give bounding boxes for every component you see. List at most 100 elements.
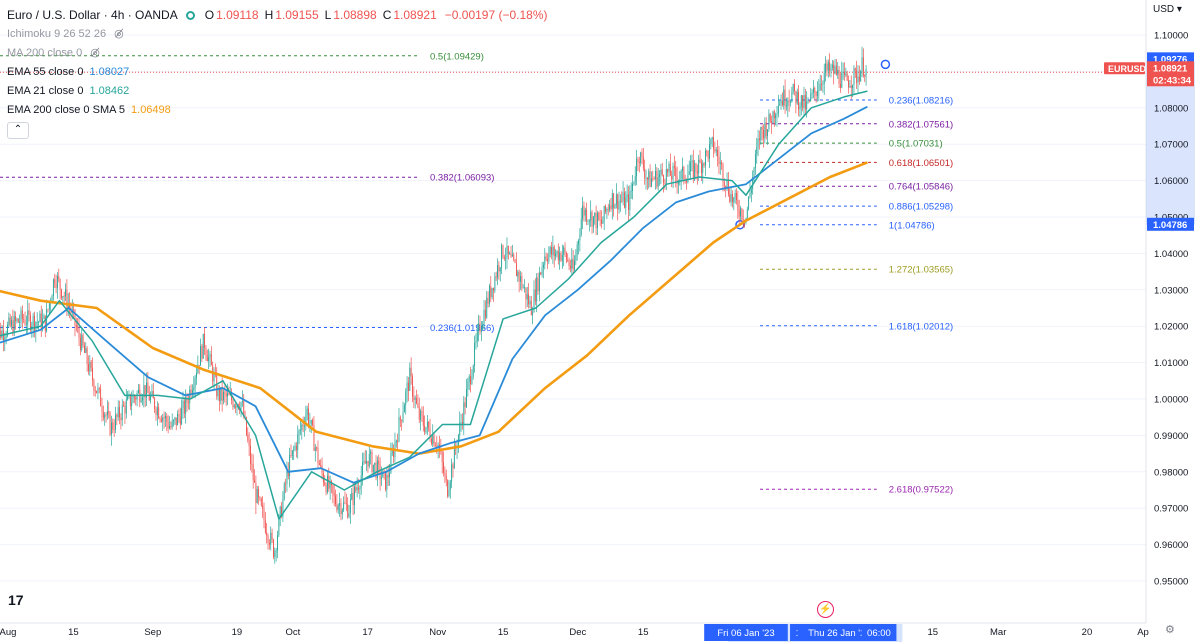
candle-body <box>771 121 773 124</box>
candle-body <box>584 209 586 216</box>
candle-body <box>364 461 366 464</box>
candle-body <box>524 287 525 289</box>
candle-body <box>193 387 195 391</box>
candle-body <box>792 83 794 92</box>
candle-body <box>854 68 856 71</box>
candle-body <box>748 196 750 210</box>
candle-body <box>574 260 575 270</box>
fib-level-label: 0.618(1.06501) <box>889 158 953 169</box>
candle-body <box>475 340 477 344</box>
candle-body <box>386 474 388 490</box>
low-price-tag: 1.04786 <box>1153 220 1187 231</box>
candle-body <box>313 425 315 451</box>
candle-body <box>267 535 269 543</box>
candle-body <box>202 333 204 359</box>
candle-body <box>551 247 552 255</box>
candle-body <box>605 206 606 212</box>
x-tick-label: Dec <box>569 627 586 638</box>
candle-body <box>655 170 656 180</box>
candle-body <box>295 445 297 451</box>
candle-body <box>476 330 478 341</box>
time-axis[interactable] <box>0 623 1195 643</box>
candle-body <box>132 395 134 403</box>
currency-label: USD <box>1153 4 1175 15</box>
candle-body <box>568 260 570 267</box>
candle-body <box>575 255 577 261</box>
candle-body <box>217 388 219 397</box>
candle-body <box>830 67 832 71</box>
candle-body <box>825 63 827 73</box>
candle-body <box>494 276 496 291</box>
candle-body <box>294 445 296 450</box>
currency-selector[interactable]: USD ▾ <box>1153 4 1182 15</box>
candle-body <box>858 76 860 82</box>
candle-body <box>387 474 389 478</box>
collapse-legend-button[interactable]: ⌃ <box>7 122 29 139</box>
candle-body <box>598 212 600 220</box>
ohlc-label: H <box>264 8 274 22</box>
candle-body <box>154 398 156 410</box>
candle-body <box>16 319 18 321</box>
ohlc-value: −0.00197 (−0.18%) <box>444 8 548 22</box>
candle-body <box>389 473 390 478</box>
candle-body <box>796 91 798 104</box>
candle-body <box>773 111 775 119</box>
candle-body <box>582 205 584 220</box>
fib-level-label: 1(1.04786) <box>889 220 935 231</box>
candle-body <box>664 182 666 184</box>
candle-body <box>101 406 103 412</box>
candle-body <box>467 381 469 390</box>
indicator-row[interactable]: Ichimoku 9 26 52 26 ◎̸ <box>7 25 554 44</box>
tradingview-logo-icon[interactable]: 17 <box>8 592 24 608</box>
candle-body <box>124 405 126 414</box>
candle-body <box>328 475 330 489</box>
candle-body <box>710 139 712 145</box>
candle-body <box>27 310 29 325</box>
candle-body <box>703 163 705 166</box>
eye-slash-icon[interactable]: ◎̸ <box>114 28 124 40</box>
candle-body <box>332 485 334 493</box>
candle-body <box>509 253 511 255</box>
fib-level-label: 0.236(1.01966) <box>430 323 494 334</box>
y-tick-label: 1.04000 <box>1154 249 1188 260</box>
candle-body <box>821 83 822 85</box>
candle-body <box>852 84 854 88</box>
candle-body <box>146 382 147 398</box>
candle-body <box>542 264 544 268</box>
candle-body <box>170 426 172 428</box>
indicator-name: EMA 21 close 0 <box>7 85 84 97</box>
candle-body <box>402 412 404 422</box>
candle-body <box>401 420 403 422</box>
candle-body <box>711 137 713 140</box>
eye-slash-icon[interactable]: ◎̸ <box>90 47 100 59</box>
candle-body <box>856 70 858 83</box>
fib-anchor-high[interactable] <box>880 59 891 70</box>
symbol-header[interactable]: Euro / U.S. Dollar · 4h · OANDA O 1.09118… <box>7 6 554 25</box>
candle-body <box>656 170 658 187</box>
candle-body <box>355 486 357 491</box>
candle-body <box>201 345 203 359</box>
candle-body <box>47 309 49 311</box>
indicator-row[interactable]: MA 200 close 0 ◎̸ <box>7 44 554 63</box>
candle-body <box>104 414 106 418</box>
candle-body <box>353 486 355 506</box>
candle-body <box>540 272 542 275</box>
candle-body <box>461 422 463 425</box>
candle-body <box>251 463 253 465</box>
candle-body <box>40 313 42 329</box>
candle-body <box>583 205 585 216</box>
candle-body <box>764 122 766 139</box>
candle-body <box>441 451 443 463</box>
candle-body <box>576 244 578 256</box>
indicator-row[interactable]: EMA 200 close 0 SMA 5 1.06498 <box>7 101 554 120</box>
candle-body <box>205 347 207 356</box>
gear-icon[interactable]: ⚙ <box>1165 624 1175 636</box>
indicator-row[interactable]: EMA 21 close 0 1.08462 <box>7 82 554 101</box>
lightning-icon[interactable]: ⚡ <box>817 601 834 618</box>
indicator-row[interactable]: EMA 55 close 0 1.08027 <box>7 63 554 82</box>
candle-body <box>536 277 538 302</box>
candle-body <box>595 212 597 229</box>
candle-body <box>730 193 732 202</box>
candle-body <box>594 212 596 217</box>
